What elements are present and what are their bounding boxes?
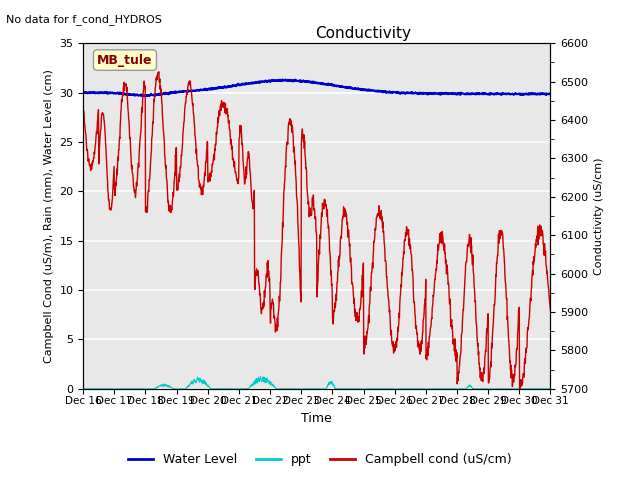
- Title: Conductivity: Conductivity: [316, 25, 412, 41]
- Y-axis label: Campbell Cond (uS/m), Rain (mm), Water Level (cm): Campbell Cond (uS/m), Rain (mm), Water L…: [44, 69, 54, 363]
- Text: No data for f_cond_HYDROS: No data for f_cond_HYDROS: [6, 14, 163, 25]
- X-axis label: Time: Time: [301, 412, 332, 425]
- Legend: Water Level, ppt, Campbell cond (uS/cm): Water Level, ppt, Campbell cond (uS/cm): [123, 448, 517, 471]
- Y-axis label: Conductivity (uS/cm): Conductivity (uS/cm): [594, 157, 604, 275]
- Text: MB_tule: MB_tule: [97, 54, 153, 67]
